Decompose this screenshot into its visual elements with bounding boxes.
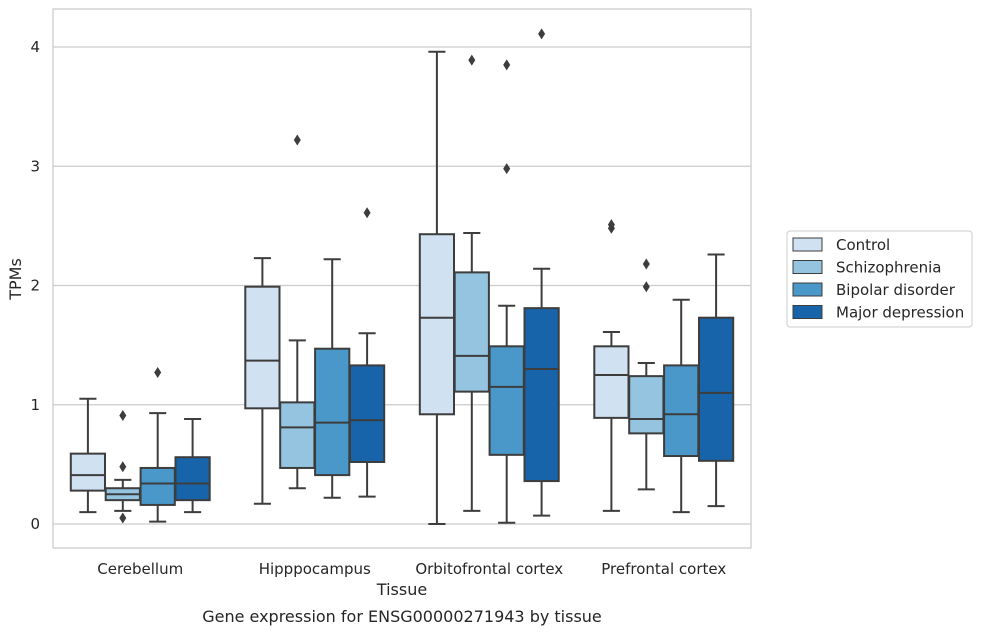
box-2 [314, 258, 351, 499]
outlier-point [119, 512, 127, 524]
box-iqr [418, 233, 456, 416]
outlier-point [642, 258, 650, 270]
box-iqr [139, 466, 176, 506]
plot-area [53, 9, 751, 548]
box-0 [69, 397, 107, 514]
box-2 [663, 298, 700, 514]
box-1 [628, 258, 665, 491]
box-3 [174, 418, 211, 514]
x-tick-labels: Cerebellum Hipppocampus Orbitofrontal cort… [97, 560, 726, 578]
box-0 [593, 219, 630, 512]
box-plots [69, 28, 735, 525]
legend-frame [786, 230, 973, 328]
box-iqr [174, 456, 211, 502]
y-tick-label: 2 [30, 277, 40, 295]
outlier-point [538, 28, 546, 40]
x-axis-label: Tissue [376, 580, 427, 599]
outlier-point [363, 207, 371, 219]
outlier-point [503, 163, 511, 175]
outlier-point [293, 134, 301, 146]
box-0 [418, 50, 456, 525]
legend-label: Bipolar disorder [836, 281, 956, 299]
box-iqr [348, 364, 386, 463]
legend-swatch [792, 237, 823, 252]
outlier-point [607, 219, 615, 231]
box-iqr [628, 375, 665, 435]
box-iqr [663, 364, 700, 458]
box-3 [348, 207, 386, 498]
y-tick-label: 3 [30, 157, 40, 175]
x-tick-label: Orbitofrontal cortex [415, 560, 563, 578]
outlier-point [503, 59, 511, 71]
box-1 [453, 54, 490, 512]
y-tick-label: 0 [30, 515, 40, 533]
x-tick-label: Hipppocampus [259, 560, 371, 578]
box-iqr [244, 285, 281, 410]
x-tick-label: Cerebellum [97, 560, 183, 578]
box-iqr [697, 316, 735, 462]
legend-label: Schizophrenia [836, 259, 941, 277]
legend: Control Schizophrenia Bipolar disorder Majo… [786, 230, 973, 328]
y-tick-label: 1 [30, 396, 40, 414]
box-0 [244, 257, 281, 505]
legend-swatch [792, 305, 823, 319]
legend-swatch [792, 282, 823, 297]
grid-lines [53, 46, 751, 525]
y-tick-label: 4 [30, 38, 40, 56]
box-iqr [488, 345, 525, 456]
outlier-point [468, 54, 476, 66]
outlier-point [154, 367, 162, 379]
legend-label: Control [836, 236, 890, 254]
outlier-point [642, 281, 650, 293]
box-iqr [314, 347, 351, 477]
legend-label: Major depression [836, 304, 964, 322]
x-tick-label: Prefrontal cortex [601, 560, 726, 578]
legend-swatch [792, 260, 823, 274]
y-axis-label: TPMs [6, 258, 25, 301]
box-iqr [279, 401, 316, 469]
box-iqr [453, 271, 490, 393]
chart-caption: Gene expression for ENSG00000271943 by t… [202, 607, 602, 626]
box-1 [279, 134, 316, 490]
box-iqr [69, 452, 107, 492]
box-3 [697, 253, 735, 508]
box-iqr [523, 307, 560, 483]
box-3 [523, 28, 560, 517]
box-1 [104, 409, 141, 524]
outlier-point [119, 409, 127, 421]
y-tick-labels: 0 1 2 3 4 [30, 38, 40, 533]
outlier-point [119, 461, 127, 473]
box-2 [488, 59, 525, 524]
plot-frame [52, 8, 752, 549]
box-iqr [593, 345, 630, 419]
